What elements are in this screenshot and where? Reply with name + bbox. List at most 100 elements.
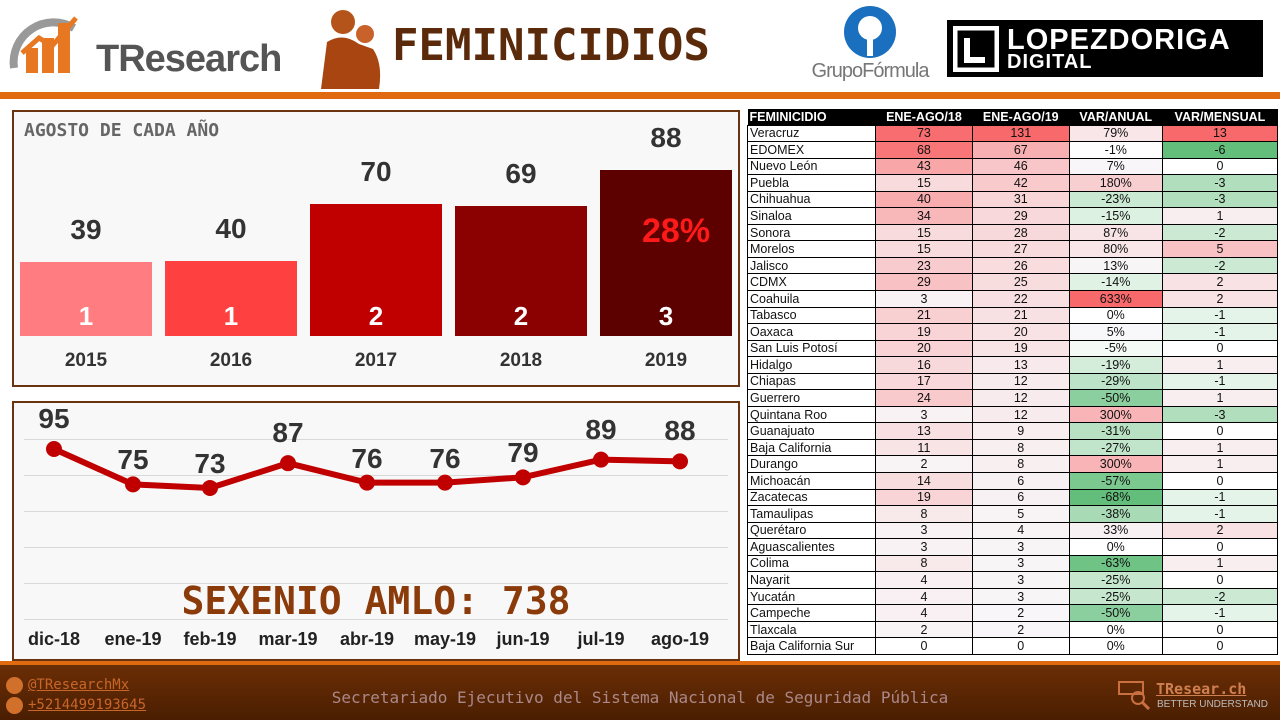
table-cell: 20 [971, 323, 1070, 341]
bar-value-label: 70 [360, 155, 392, 187]
state-name: Aguascalientes [747, 538, 876, 556]
line-value-label: 76 [429, 442, 461, 474]
table-row: Morelos 15 27 80% 5 [747, 240, 1279, 258]
table-cell: 3 [875, 289, 973, 308]
table-cell: 2 [971, 620, 1070, 639]
table-cell: -31% [1068, 422, 1163, 440]
table-row: San Luis Potosí 20 19 -5% 0 [747, 339, 1279, 358]
table-cell: 6 [971, 488, 1070, 507]
state-name: Quintana Roo [747, 405, 876, 424]
table-cell: 13% [1068, 256, 1163, 275]
table-row: Sonora 15 28 87% -2 [747, 223, 1279, 242]
table-cell: -1 [1161, 505, 1279, 523]
table-row: CDMX 29 25 -14% 2 [747, 273, 1279, 291]
table-cell: 16 [875, 356, 973, 374]
table-cell: -25% [1068, 571, 1163, 589]
table-cell: -57% [1068, 471, 1163, 490]
line-value-label: 75 [117, 444, 149, 476]
line-x-label: jul-19 [577, 629, 625, 649]
table-cell: 1 [1161, 356, 1279, 374]
state-name: Michoacán [747, 471, 876, 490]
line-x-label: may-19 [413, 629, 477, 649]
table-cell: -50% [1068, 389, 1163, 407]
table-row: Nayarit 4 3 -25% 0 [747, 571, 1279, 589]
table-cell: 0 [1161, 339, 1279, 358]
state-name: Baja California Sur [747, 637, 876, 655]
state-name: Yucatán [747, 587, 876, 606]
state-name: Colima [747, 554, 876, 573]
table-cell: 8 [875, 505, 973, 523]
state-name: EDOMEX [747, 141, 876, 159]
table-cell: 13 [971, 356, 1070, 374]
table-cell: -3 [1161, 190, 1279, 209]
table-cell: 11 [875, 438, 973, 457]
table-cell: 3 [971, 554, 1070, 573]
state-name: Chiapas [747, 372, 876, 391]
tresearch-logo: TResearch [4, 8, 294, 83]
twitter-link[interactable]: @TResearchMx [28, 677, 130, 693]
table-cell: 67 [971, 141, 1070, 159]
bar-inner-label: 3 [658, 301, 674, 331]
ld-logo-icon [953, 26, 999, 72]
table-cell: 46 [971, 157, 1070, 176]
table-cell: 20 [875, 339, 973, 358]
table-row: Tabasco 21 21 0% -1 [747, 306, 1279, 325]
table-row: Zacatecas 19 6 -68% -1 [747, 488, 1279, 507]
figure-illustration-icon [321, 10, 381, 89]
bar-inner-label: 2 [513, 301, 529, 331]
site-link[interactable]: TResear.ch [1156, 680, 1247, 698]
table-cell: 0 [875, 637, 973, 655]
state-name: Hidalgo [747, 356, 876, 374]
table-row: Nuevo León 43 46 7% 0 [747, 157, 1279, 176]
table-cell: 8 [971, 455, 1070, 473]
table-cell: 28 [971, 223, 1070, 242]
column-header: FEMINICIDIO [747, 109, 876, 125]
table-cell: 1 [1161, 207, 1279, 225]
bar-year-label: 2019 [644, 350, 688, 371]
state-name: Querétaro [747, 521, 876, 540]
table-cell: 87% [1068, 223, 1163, 242]
state-name: Veracruz [747, 124, 876, 143]
line-value-label: 79 [507, 437, 539, 469]
table-cell: -25% [1068, 587, 1163, 606]
state-name: Sonora [747, 223, 876, 242]
table-row: Veracruz 73 131 79% 13 [747, 124, 1279, 143]
table-row: EDOMEX 68 67 -1% -6 [747, 141, 1279, 159]
lopezdoriga-logo: LOPEZDORIGA DIGITAL [947, 20, 1263, 77]
line-point [672, 453, 688, 470]
table-cell: -63% [1068, 554, 1163, 573]
table-cell: -1 [1161, 604, 1279, 622]
table-cell: 9 [971, 422, 1070, 440]
line-x-label: ago-19 [650, 629, 710, 649]
line-x-label: abr-19 [339, 629, 395, 649]
bar-chart-title: AGOSTO DE CADA AÑO [24, 120, 220, 141]
table-cell: -2 [1161, 256, 1279, 275]
table-cell: 13 [875, 422, 973, 440]
table-cell: 12 [971, 405, 1070, 424]
table-cell: -3 [1161, 174, 1279, 192]
table-cell: 40 [875, 190, 973, 209]
state-name: Zacatecas [747, 488, 876, 507]
state-name: CDMX [747, 273, 876, 291]
grupo-formula-logo: GrupoFórmula [800, 4, 940, 84]
table-cell: 80% [1068, 240, 1163, 258]
line-point [437, 474, 453, 491]
table-cell: 8 [875, 554, 973, 573]
table-cell: -14% [1068, 273, 1163, 291]
bar-year-label: 2018 [499, 350, 543, 371]
bar-value-label: 69 [505, 157, 537, 189]
line-point [280, 455, 296, 472]
footer [0, 665, 1280, 720]
bar-chart-panel: AGOSTO DE CADA AÑO 1 39 2015 1 40 2016 2… [12, 110, 740, 387]
table-cell: 131 [971, 124, 1070, 143]
state-name: Jalisco [747, 256, 876, 275]
table-cell: 14 [875, 471, 973, 490]
table-row: Colima 8 3 -63% 1 [747, 554, 1279, 573]
bar-2018: 2 [455, 205, 587, 336]
phone-link[interactable]: +5214499193645 [28, 697, 147, 713]
table-cell: 73 [875, 124, 973, 143]
state-name: Coahuila [747, 289, 876, 308]
table-cell: -27% [1068, 438, 1163, 457]
table-cell: 2 [1161, 521, 1279, 540]
table-row: Jalisco 23 26 13% -2 [747, 256, 1279, 275]
